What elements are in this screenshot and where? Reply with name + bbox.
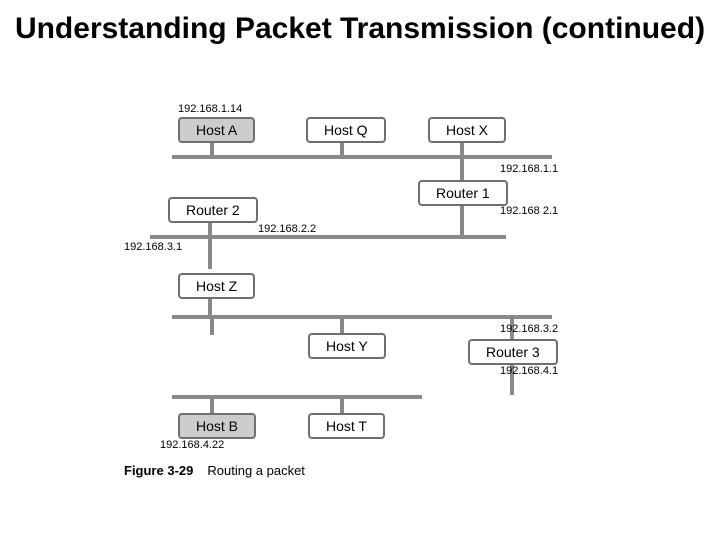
node-router2: Router 2 [168, 197, 258, 223]
node-hostQ: Host Q [306, 117, 386, 143]
page-title: Understanding Packet Transmission (conti… [0, 12, 720, 47]
bus-bus3 [172, 315, 552, 319]
ip-label: 192.168.3.1 [124, 241, 182, 253]
bus-bus1 [172, 155, 552, 159]
ip-label: 192.168.1.14 [178, 103, 242, 115]
node-router1: Router 1 [418, 180, 508, 206]
figure-number: Figure 3-29 [124, 463, 193, 478]
connector [210, 319, 214, 335]
connector [460, 205, 464, 235]
ip-label: 192.168.4.22 [160, 439, 224, 451]
node-router3: Router 3 [468, 339, 558, 365]
bus-bus2 [150, 235, 506, 239]
node-hostX: Host X [428, 117, 506, 143]
figure-title: Routing a packet [207, 463, 305, 478]
ip-label: 192.168 2.1 [500, 205, 558, 217]
figure-caption: Figure 3-29 Routing a packet [124, 463, 305, 478]
node-hostB: Host B [178, 413, 256, 439]
connector [208, 239, 212, 269]
connector [460, 159, 464, 181]
node-hostY: Host Y [308, 333, 386, 359]
network-diagram: Host A Host Q Host X Router 1 Router 2 Host Z… [130, 105, 590, 485]
node-hostA: Host A [178, 117, 255, 143]
node-hostT: Host T [308, 413, 385, 439]
ip-label: 192.168.3.2 [500, 323, 558, 335]
ip-label: 192.168.1.1 [500, 163, 558, 175]
node-hostZ: Host Z [178, 273, 255, 299]
ip-label: 192.168.2.2 [258, 223, 316, 235]
ip-label: 192.168.4.1 [500, 365, 558, 377]
